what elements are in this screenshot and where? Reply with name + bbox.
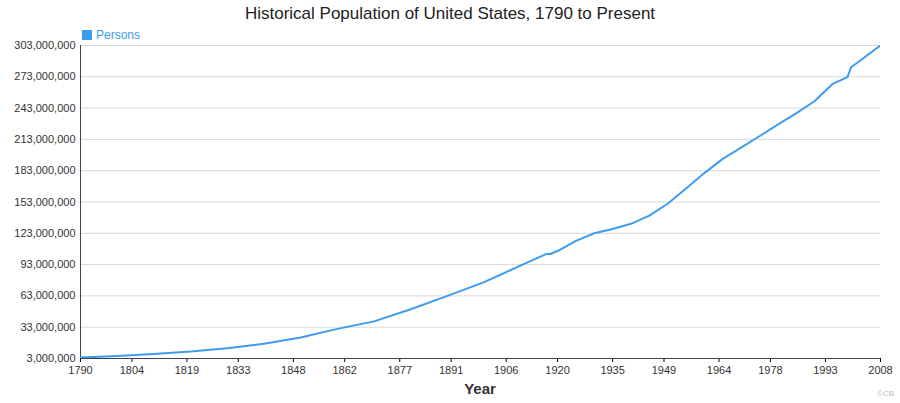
svg-text:1993: 1993 xyxy=(813,364,837,376)
svg-text:1862: 1862 xyxy=(332,364,356,376)
svg-text:1964: 1964 xyxy=(707,364,731,376)
svg-text:1935: 1935 xyxy=(600,364,624,376)
svg-text:1790: 1790 xyxy=(68,364,92,376)
svg-text:1978: 1978 xyxy=(758,364,782,376)
html-text:Year: Year xyxy=(464,380,496,397)
html-text:Historical Population of Unite: Historical Population of United States, … xyxy=(244,4,656,23)
svg-text:1906: 1906 xyxy=(494,364,518,376)
html-text:Persons: Persons xyxy=(96,28,140,42)
svg-text:3,000,000: 3,000,000 xyxy=(27,352,76,364)
html-text:©CB: ©CB xyxy=(877,389,894,398)
svg-text:153,000,000: 153,000,000 xyxy=(14,196,75,208)
svg-text:1877: 1877 xyxy=(388,364,412,376)
svg-text:1848: 1848 xyxy=(281,364,305,376)
svg-text:273,000,000: 273,000,000 xyxy=(14,70,75,82)
svg-text:213,000,000: 213,000,000 xyxy=(14,133,75,145)
svg-text:1949: 1949 xyxy=(652,364,676,376)
svg-text:303,000,000: 303,000,000 xyxy=(14,39,75,51)
svg-text:243,000,000: 243,000,000 xyxy=(14,102,75,114)
svg-text:183,000,000: 183,000,000 xyxy=(14,164,75,176)
svg-text:1920: 1920 xyxy=(545,364,569,376)
svg-text:33,000,000: 33,000,000 xyxy=(20,321,75,333)
svg-text:123,000,000: 123,000,000 xyxy=(14,227,75,239)
svg-text:1833: 1833 xyxy=(226,364,250,376)
svg-text:1804: 1804 xyxy=(120,364,144,376)
svg-text:63,000,000: 63,000,000 xyxy=(20,289,75,301)
svg-text:2008: 2008 xyxy=(868,364,892,376)
svg-text:93,000,000: 93,000,000 xyxy=(20,258,75,270)
svg-text:1819: 1819 xyxy=(175,364,199,376)
svg-text:1891: 1891 xyxy=(439,364,463,376)
